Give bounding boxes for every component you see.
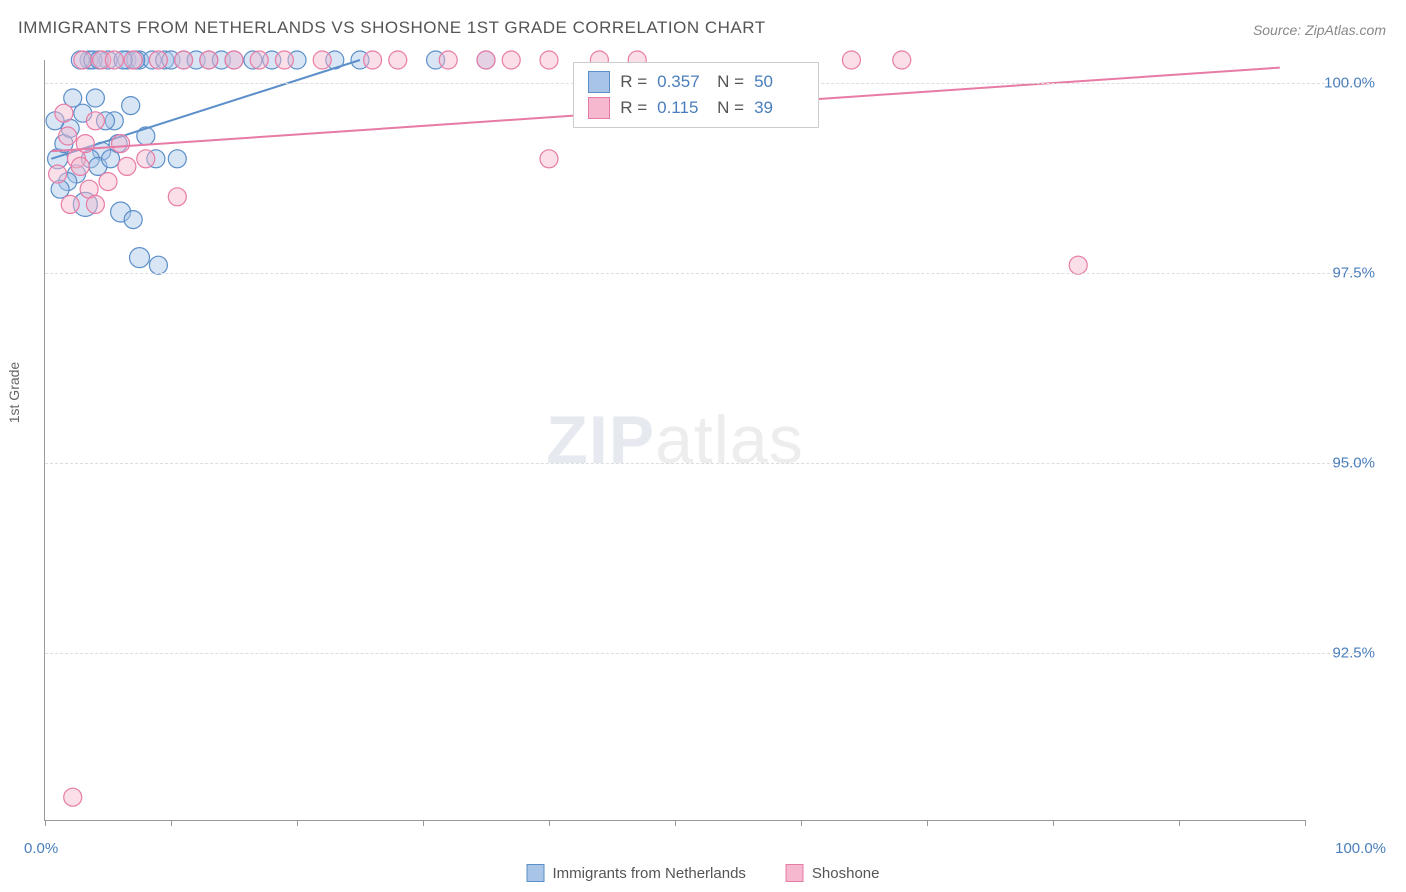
y-tick-label: 95.0% <box>1332 454 1375 471</box>
x-tick-label-left: 0.0% <box>24 840 58 857</box>
x-tick <box>927 820 928 826</box>
data-point <box>200 51 218 69</box>
data-point <box>137 150 155 168</box>
stats-row-series1: R = 0.357 N = 50 <box>588 69 804 95</box>
data-point <box>540 51 558 69</box>
legend-item-1: Immigrants from Netherlands <box>527 864 746 882</box>
correlation-stats-box: R = 0.357 N = 50 R = 0.115 N = 39 <box>573 62 819 128</box>
legend-swatch-2 <box>786 864 804 882</box>
data-point <box>540 150 558 168</box>
data-point <box>124 211 142 229</box>
data-point <box>149 256 167 274</box>
data-point <box>168 188 186 206</box>
stats-r-label: R = <box>620 98 647 118</box>
stats-r-label: R = <box>620 72 647 92</box>
data-point <box>439 51 457 69</box>
data-point <box>86 112 104 130</box>
gridline <box>45 273 1365 274</box>
stats-n-value-1: 50 <box>754 72 804 92</box>
x-tick <box>801 820 802 826</box>
stats-n-label: N = <box>717 72 744 92</box>
x-tick <box>549 820 550 826</box>
x-tick <box>1179 820 1180 826</box>
x-tick-label-right: 100.0% <box>1335 840 1386 857</box>
data-point <box>130 248 150 268</box>
data-point <box>842 51 860 69</box>
data-point <box>112 135 130 153</box>
chart-title: IMMIGRANTS FROM NETHERLANDS VS SHOSHONE … <box>18 18 766 38</box>
legend-item-2: Shoshone <box>786 864 880 882</box>
x-tick <box>423 820 424 826</box>
data-point <box>74 51 92 69</box>
data-point <box>105 51 123 69</box>
stats-r-value-1: 0.357 <box>657 72 707 92</box>
x-tick <box>45 820 46 826</box>
data-point <box>71 157 89 175</box>
y-tick-label: 92.5% <box>1332 644 1375 661</box>
legend-swatch-1 <box>527 864 545 882</box>
data-point <box>364 51 382 69</box>
x-tick <box>1305 820 1306 826</box>
y-axis-label: 1st Grade <box>6 362 22 423</box>
stats-swatch-series2 <box>588 97 610 119</box>
x-tick <box>675 820 676 826</box>
stats-swatch-series1 <box>588 71 610 93</box>
x-tick <box>1053 820 1054 826</box>
scatter-svg <box>45 60 1305 820</box>
data-point <box>86 89 104 107</box>
x-tick <box>297 820 298 826</box>
data-point <box>313 51 331 69</box>
source-attribution: Source: ZipAtlas.com <box>1253 22 1386 38</box>
trend-line <box>51 60 360 159</box>
gridline <box>45 653 1365 654</box>
y-tick-label: 97.5% <box>1332 264 1375 281</box>
x-tick <box>171 820 172 826</box>
data-point <box>59 127 77 145</box>
data-point <box>49 165 67 183</box>
data-point <box>61 195 79 213</box>
data-point <box>175 51 193 69</box>
stats-n-value-2: 39 <box>754 98 804 118</box>
stats-n-label: N = <box>717 98 744 118</box>
gridline <box>45 463 1365 464</box>
data-point <box>1069 256 1087 274</box>
legend-label-2: Shoshone <box>812 865 880 882</box>
legend: Immigrants from Netherlands Shoshone <box>527 864 880 882</box>
data-point <box>118 157 136 175</box>
data-point <box>122 97 140 115</box>
stats-row-series2: R = 0.115 N = 39 <box>588 95 804 121</box>
data-point <box>99 173 117 191</box>
data-point <box>225 51 243 69</box>
plot-area: ZIPatlas 92.5%95.0%97.5%100.0% <box>44 60 1305 821</box>
data-point <box>477 51 495 69</box>
data-point <box>86 195 104 213</box>
data-point <box>55 104 73 122</box>
legend-label-1: Immigrants from Netherlands <box>553 865 746 882</box>
data-point <box>168 150 186 168</box>
data-point <box>64 788 82 806</box>
data-point <box>502 51 520 69</box>
data-point <box>250 51 268 69</box>
data-point <box>893 51 911 69</box>
y-tick-label: 100.0% <box>1324 74 1375 91</box>
stats-r-value-2: 0.115 <box>657 98 707 118</box>
data-point <box>389 51 407 69</box>
data-point <box>149 51 167 69</box>
data-point <box>124 51 142 69</box>
data-point <box>275 51 293 69</box>
